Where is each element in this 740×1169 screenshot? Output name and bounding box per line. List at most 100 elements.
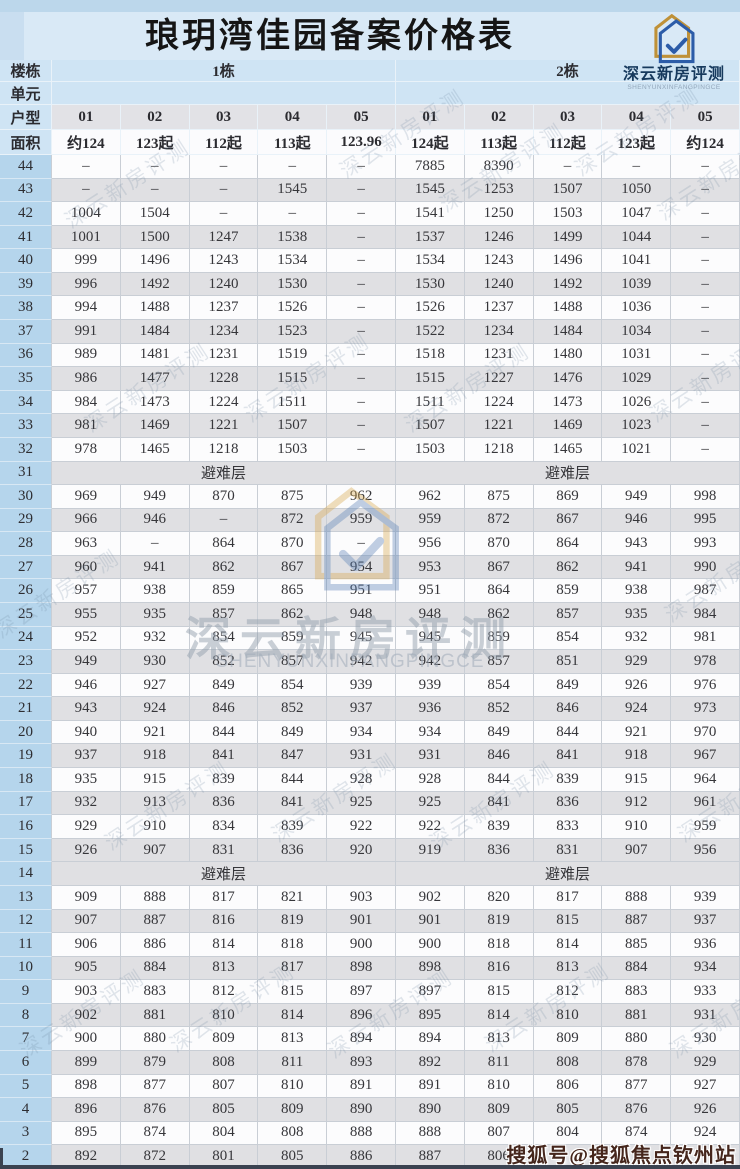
price-cell: 898 (395, 956, 465, 981)
floor-number: 23 (0, 650, 52, 674)
price-cell: 894 (327, 1027, 396, 1051)
price-cell: 836 (464, 838, 534, 863)
price-cell: – (327, 202, 396, 226)
price-cell: 922 (395, 815, 465, 839)
price-cell: 961 (671, 791, 740, 816)
price-cell: – (327, 178, 396, 203)
price-cell: 867 (464, 555, 534, 580)
price-cell: 962 (395, 485, 465, 509)
floor-number: 35 (0, 367, 52, 391)
price-table: 楼栋 1栋 2栋 单元 户型 01 02 03 04 05 01 02 03 04 05 面积 约124 123起… (0, 60, 740, 1169)
price-cell: 881 (602, 1003, 672, 1028)
area-header: 112起 (189, 130, 259, 155)
price-cell: 953 (395, 555, 465, 580)
price-cell: – (258, 155, 328, 179)
price-cell: 875 (464, 485, 534, 509)
price-cell: 938 (602, 579, 672, 603)
price-cell: 900 (327, 933, 396, 957)
price-cell: 963 (52, 532, 121, 556)
price-cell: 930 (671, 1027, 740, 1051)
floor-number: 15 (0, 838, 52, 863)
unit-type-header: 04 (258, 105, 328, 130)
price-cell: 872 (258, 508, 328, 533)
price-cell: 1515 (395, 367, 465, 391)
price-cell: 951 (395, 579, 465, 603)
title-panel (24, 12, 740, 60)
price-cell: 886 (120, 933, 190, 957)
price-cell: 1031 (602, 343, 672, 368)
price-cell: 844 (464, 768, 534, 792)
price-cell: 928 (327, 768, 396, 792)
price-cell: 1469 (533, 414, 603, 438)
price-cell: 833 (533, 815, 603, 839)
price-cell: 929 (52, 815, 121, 839)
price-cell: 874 (120, 1121, 190, 1146)
price-cell: 877 (602, 1074, 672, 1099)
price-cell: 1522 (395, 320, 465, 344)
row-label-building: 楼栋 (0, 60, 52, 82)
table-row: 3 895 874 804 808 888 888 807 804 874 924 (0, 1121, 740, 1146)
unit-type-header: 03 (189, 105, 259, 130)
unit-span (52, 82, 396, 105)
price-cell: 816 (464, 956, 534, 981)
price-cell: 821 (258, 885, 328, 910)
price-cell: 893 (327, 1050, 396, 1075)
price-cell: 870 (258, 532, 328, 556)
price-cell: 808 (189, 1050, 259, 1075)
price-cell: – (671, 225, 740, 250)
table-row: 23 949 930 852 857 942 942 857 851 929 978 (0, 650, 740, 674)
price-cell: – (120, 155, 190, 179)
unit-type-header: 01 (52, 105, 121, 130)
price-cell: 1029 (602, 367, 672, 391)
price-cell: 1538 (258, 225, 328, 250)
price-cell: 887 (120, 909, 190, 934)
price-cell: 885 (602, 933, 672, 957)
price-cell: 1477 (120, 367, 190, 391)
price-cell: 847 (258, 744, 328, 769)
area-header: 123.96 (327, 130, 396, 155)
table-row: 29 966 946–872 959 959 872 867 946 995 (0, 508, 740, 533)
price-cell: 907 (52, 909, 121, 934)
price-cell: 846 (533, 697, 603, 721)
floor-number: 44 (0, 155, 52, 179)
area-header: 123起 (120, 130, 190, 155)
price-cell: 1537 (395, 225, 465, 250)
price-cell: 952 (52, 626, 121, 651)
price-cell: 849 (258, 720, 328, 745)
brand-name: 深云新房评测 (622, 66, 725, 83)
price-cell: 935 (52, 768, 121, 792)
price-cell: 901 (327, 909, 396, 934)
price-cell: 890 (395, 1098, 465, 1122)
price-cell: 1503 (258, 437, 328, 462)
price-cell: – (671, 390, 740, 415)
building-header: 2栋 (395, 60, 740, 82)
price-cell: – (671, 296, 740, 321)
price-cell: 877 (120, 1074, 190, 1099)
price-cell: 846 (189, 697, 259, 721)
price-cell: 849 (533, 673, 603, 698)
price-cell: 939 (671, 885, 740, 910)
table-row: 42 1004 1504– – –1541 1250 1503 1047– (0, 202, 740, 226)
table-row: 40 999 1496 1243 1534–1534 1243 1496 1041– (0, 249, 740, 273)
area-header: 112起 (533, 130, 603, 155)
price-cell: 910 (602, 815, 672, 839)
price-cell: 902 (395, 885, 465, 910)
price-cell: 806 (464, 1145, 534, 1169)
price-cell: 1484 (533, 320, 603, 344)
price-cell: 1488 (533, 296, 603, 321)
price-cell: 876 (602, 1098, 672, 1122)
price-cell: 809 (258, 1098, 328, 1122)
price-cell: 1247 (189, 225, 259, 250)
price-cell: 839 (258, 815, 328, 839)
price-cell: 931 (395, 744, 465, 769)
price-cell: 1530 (395, 272, 465, 297)
price-cell: 1023 (602, 414, 672, 438)
area-header: 124起 (395, 130, 465, 155)
price-cell: 1218 (189, 437, 259, 462)
price-cell: 810 (189, 1003, 259, 1028)
price-cell: 841 (189, 744, 259, 769)
table-row: 14 避难层 避难层 (0, 862, 740, 886)
price-cell: – (671, 202, 740, 226)
unit-type-header: 02 (464, 105, 534, 130)
price-cell: – (671, 320, 740, 344)
